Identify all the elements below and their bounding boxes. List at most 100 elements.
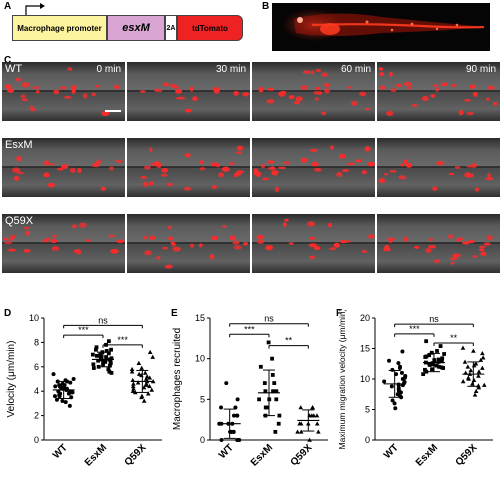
linker-box: 2A — [165, 15, 177, 41]
significance-label: ** — [285, 336, 293, 346]
significance-label: *** — [244, 324, 255, 334]
macrophage-cell — [77, 168, 82, 173]
macrophage-cell — [283, 161, 291, 165]
macrophage-cell — [328, 247, 337, 251]
y-axis-label: Velocity (μm/min) — [6, 341, 17, 418]
macrophage-cells — [127, 82, 250, 113]
macrophage-cell — [307, 221, 315, 227]
data-point — [316, 429, 321, 434]
macrophage-cell — [189, 243, 195, 248]
time-label: 0 min — [96, 64, 121, 75]
macrophage-cell — [309, 236, 316, 240]
data-point — [471, 377, 477, 383]
data-point — [63, 400, 68, 405]
macrophage-cell — [480, 251, 487, 256]
data-point — [90, 352, 95, 357]
macrophage-cell — [300, 157, 308, 163]
macrophage-cell — [42, 239, 49, 243]
macrophage-cell — [242, 242, 249, 246]
macrophage-cell — [266, 99, 275, 104]
data-point — [67, 403, 72, 408]
data-point — [219, 405, 224, 410]
macrophage-cell — [454, 166, 461, 169]
macrophage-cell — [184, 153, 191, 158]
data-point — [472, 392, 478, 397]
macrophage-cell — [313, 246, 321, 251]
row-label: EsxM — [5, 139, 33, 151]
timelapse-tile — [377, 214, 500, 273]
x-category-label: WT — [217, 442, 236, 461]
data-point — [52, 394, 57, 399]
data-point — [147, 383, 152, 389]
data-point — [141, 398, 147, 403]
macrophage-cell — [378, 180, 386, 183]
time-label: 30 min — [215, 64, 246, 75]
data-point — [435, 349, 439, 353]
macrophage-cell — [379, 72, 385, 77]
macrophage-cell — [142, 236, 148, 240]
macrophage-cell — [243, 92, 249, 97]
macrophage-cells — [377, 67, 500, 117]
data-point — [109, 347, 113, 352]
data-point — [108, 361, 113, 366]
data-point — [439, 365, 444, 370]
data-point — [94, 353, 99, 358]
macrophage-cell — [234, 172, 242, 176]
data-point — [396, 387, 401, 392]
construct-diagram: Macrophage promoter esxM 2A tdTomato — [0, 0, 250, 50]
timelapse-tile: EsxM — [2, 138, 125, 197]
data-point — [470, 381, 475, 386]
macrophage-cell — [452, 253, 461, 258]
data-point — [96, 358, 101, 363]
macrophage-cell — [321, 111, 327, 116]
macrophage-cell — [25, 230, 30, 236]
macrophage-cell — [164, 264, 173, 269]
macrophage-cell — [12, 167, 21, 173]
data-point — [429, 350, 434, 355]
macrophage-cell — [110, 248, 119, 254]
macrophage-cell — [86, 239, 91, 242]
macrophage-cell — [260, 163, 266, 169]
data-point — [298, 429, 304, 434]
reporter-label: tdTomato — [192, 23, 228, 33]
macrophage-cell — [458, 110, 464, 116]
macrophage-cell — [436, 161, 445, 166]
macrophage-cell — [43, 160, 51, 166]
data-point — [129, 369, 135, 374]
macrophage-cells — [2, 222, 125, 255]
data-point — [145, 391, 151, 396]
y-tick-label: 15 — [195, 313, 205, 323]
timelapse-tile — [127, 214, 250, 273]
macrophage-cell — [175, 97, 182, 100]
macrophage-cell — [144, 165, 151, 170]
data-point — [298, 421, 304, 426]
macrophage-cell — [462, 241, 470, 245]
macrophage-cell — [4, 84, 12, 89]
macrophage-cell — [30, 108, 36, 112]
macrophage-cell — [492, 101, 498, 106]
macrophage-cell — [258, 86, 264, 93]
data-point — [465, 364, 471, 369]
macrophage-cells — [377, 234, 500, 265]
data-point — [219, 438, 224, 442]
macrophage-cell — [403, 159, 409, 165]
macrophage-cell — [156, 256, 161, 260]
macrophage-cell — [91, 164, 97, 167]
data-point — [231, 429, 236, 434]
timelapse-tile — [252, 138, 375, 197]
dot-plot: 0 5 10 15 20 Maximum migration velocity (μm/m… — [337, 308, 493, 469]
timelapse-tile: Q59X — [2, 214, 125, 273]
macrophage-cell — [386, 110, 394, 117]
data-point — [235, 397, 240, 402]
data-point — [143, 376, 149, 381]
macrophage-cell — [253, 171, 262, 177]
timelapse-tile — [127, 138, 250, 197]
y-tick-label: 15 — [360, 344, 370, 354]
macrophage-cell — [378, 67, 384, 71]
panel-label-e: E — [171, 308, 178, 319]
larva-image — [272, 3, 490, 51]
data-point — [466, 376, 471, 381]
macrophage-cell — [400, 163, 405, 167]
data-point — [58, 385, 63, 390]
macrophage-cell — [284, 218, 289, 222]
